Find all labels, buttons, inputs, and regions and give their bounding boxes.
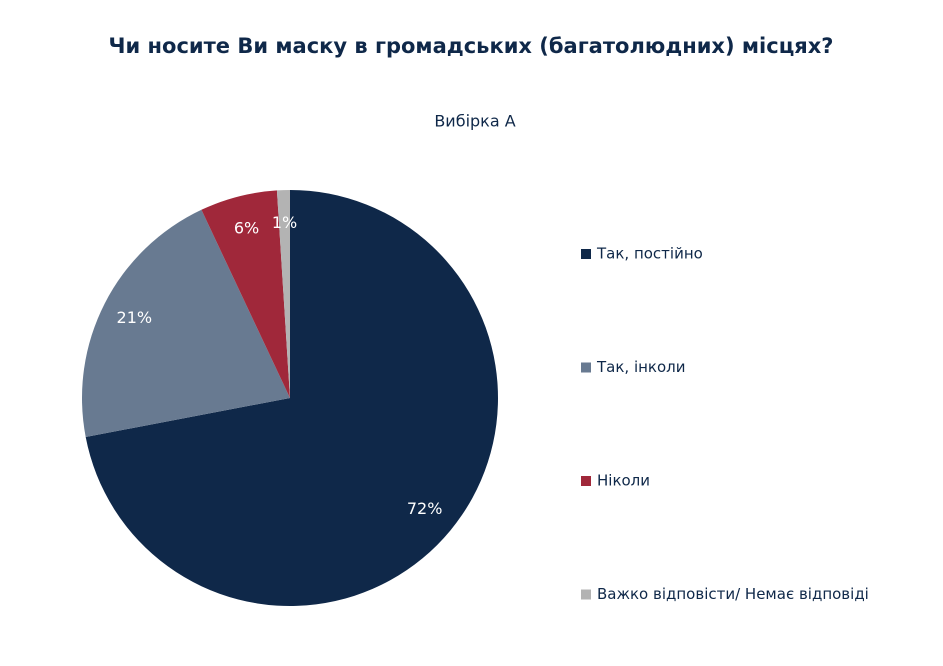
legend-label: Важко відповісти/ Немає відповіді (597, 585, 869, 603)
legend-label: Так, постійно (596, 245, 703, 263)
legend-swatch (581, 249, 591, 259)
pie-slice (201, 190, 290, 398)
data-label: 1% (272, 213, 297, 232)
legend-swatch (581, 362, 591, 373)
legend-label: Так, інколи (596, 358, 686, 376)
legend-label: Ніколи (597, 472, 650, 490)
data-label: 72% (407, 499, 443, 518)
data-label: 21% (117, 308, 153, 327)
legend-swatch (581, 476, 591, 486)
chart-subtitle: Вибірка А (434, 112, 515, 131)
data-label: 6% (234, 218, 259, 237)
pie-slice (276, 190, 290, 398)
pie-slice (85, 190, 499, 607)
chart-title: Чи носите Ви маску в громадських (багато… (109, 34, 834, 58)
legend-swatch (581, 589, 591, 600)
pie-slice (81, 209, 290, 437)
